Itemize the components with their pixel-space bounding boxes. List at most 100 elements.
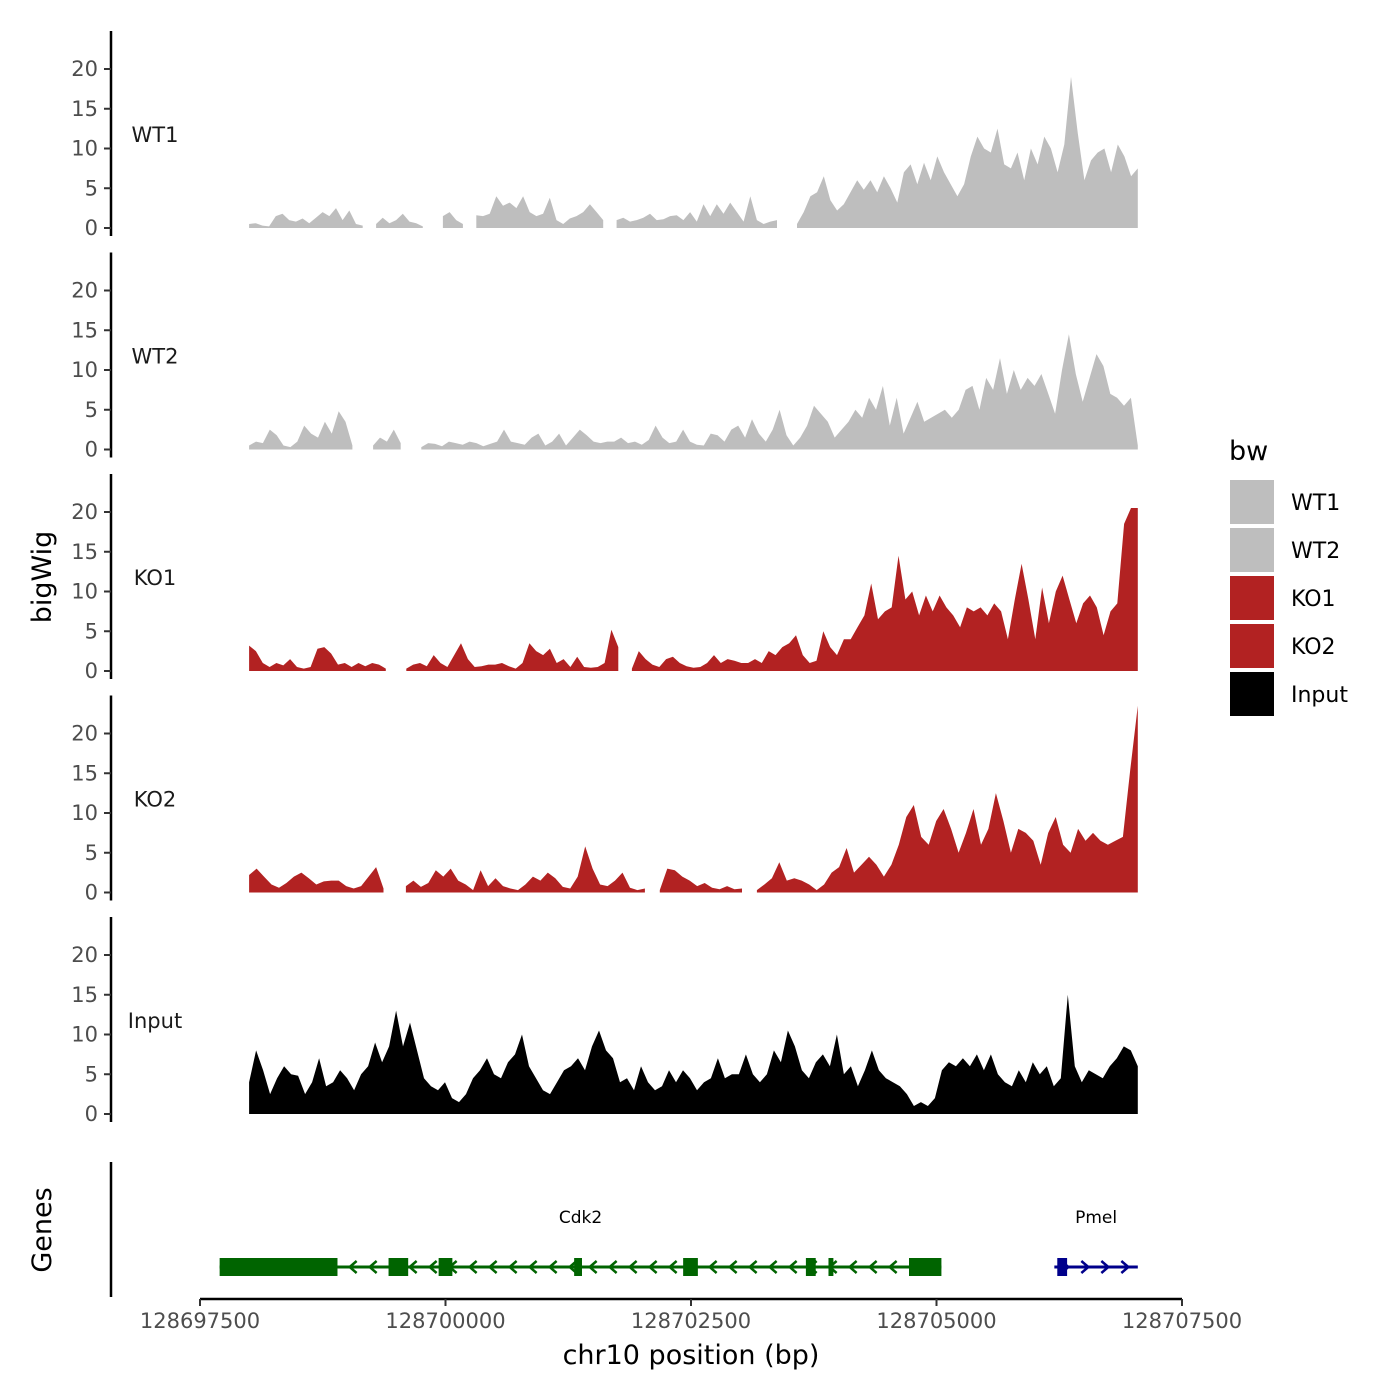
gene-exon [438, 1258, 453, 1276]
legend-key-ko1 [1230, 576, 1274, 620]
gene-exon [805, 1258, 816, 1276]
signal-area [631, 508, 1138, 671]
signal-area [249, 645, 386, 671]
legend-key-wt1 [1230, 480, 1274, 524]
signal-area [442, 212, 463, 228]
signal-tracks: 0 5 10 15 20 WT1 0 5 10 15 20 WT2 0 5 10 15 20 KO1 0 5 10 15 2… [71, 31, 1138, 1126]
gene-exon [219, 1258, 338, 1276]
track-wt2: 0 5 10 15 20 WT2 [71, 252, 1138, 462]
y-tick-label: 10 [71, 580, 98, 604]
track-input: 0 5 10 15 20 Input [71, 917, 1138, 1126]
strand-arrow [527, 1260, 538, 1274]
track-label-ko1: KO1 [134, 566, 177, 590]
strand-arrow [647, 1260, 658, 1274]
strand-arrow [547, 1260, 558, 1274]
signal-area [797, 76, 1138, 229]
x-tick-label: 128705000 [876, 1309, 996, 1333]
strand-arrow [1120, 1260, 1131, 1274]
track-label-wt2: WT2 [132, 345, 179, 369]
track-label-ko2: KO2 [134, 788, 177, 812]
signal-area [405, 846, 645, 893]
track-label-wt1: WT1 [132, 123, 179, 147]
strand-arrow [427, 1260, 438, 1274]
y-tick-label: 20 [71, 500, 98, 524]
x-axis-title: chr10 position (bp) [563, 1340, 820, 1371]
y-tick-label: 5 [85, 619, 98, 643]
strand-arrow [667, 1260, 678, 1274]
gene-exon [828, 1258, 834, 1276]
y-tick-label: 15 [71, 97, 98, 121]
y-tick-label: 5 [85, 1062, 98, 1086]
gene-cdk2: Cdk2 [219, 1208, 942, 1276]
strand-arrow [487, 1260, 498, 1274]
strand-arrow [887, 1260, 898, 1274]
y-tick-label: 0 [85, 216, 98, 240]
y-tick-label: 0 [85, 1102, 98, 1126]
strand-arrow [507, 1260, 518, 1274]
strand-arrow [747, 1260, 758, 1274]
y-tick-label: 15 [71, 983, 98, 1007]
legend: bw WT1 WT2 KO1 KO2 Input [1229, 436, 1348, 716]
y-tick-label: 20 [71, 57, 98, 81]
gene-label-cdk2: Cdk2 [559, 1208, 602, 1228]
y-tick-label: 10 [71, 137, 98, 161]
strand-arrow [407, 1260, 418, 1274]
gene-exon [909, 1258, 942, 1276]
gene-exon [683, 1258, 698, 1276]
signal-area [406, 629, 619, 671]
signal-area [476, 196, 604, 228]
strand-arrow [847, 1260, 858, 1274]
track-wt1: 0 5 10 15 20 WT1 [71, 31, 1138, 240]
y-tick-label: 0 [85, 881, 98, 905]
y-tick-label: 20 [71, 943, 98, 967]
strand-arrow [467, 1260, 478, 1274]
strand-arrow [727, 1260, 738, 1274]
signal-area [421, 334, 1138, 450]
y-tick-label: 20 [71, 722, 98, 746]
x-tick-label: 128700000 [385, 1309, 505, 1333]
legend-label-input: Input [1291, 683, 1348, 708]
gene-pmel: Pmel [1054, 1208, 1138, 1276]
legend-key-ko2 [1230, 624, 1274, 668]
y-tick-label: 5 [85, 841, 98, 865]
y-tick-label: 10 [71, 801, 98, 825]
gene-models: Cdk2 Pmel [219, 1208, 1138, 1276]
y-tick-label: 20 [71, 279, 98, 303]
strand-arrow [1080, 1260, 1091, 1274]
strand-arrow [347, 1260, 358, 1274]
gene-exon [574, 1258, 582, 1276]
legend-key-input [1230, 672, 1274, 716]
gene-exon [1057, 1258, 1068, 1276]
y-tick-label: 0 [85, 438, 98, 462]
legend-label-ko1: KO1 [1291, 587, 1336, 612]
legend-key-wt2 [1230, 528, 1274, 572]
gene-label-pmel: Pmel [1075, 1208, 1117, 1228]
strand-arrow [367, 1260, 378, 1274]
legend-title: bw [1229, 436, 1268, 467]
strand-arrow [707, 1260, 718, 1274]
legend-label-ko2: KO2 [1291, 635, 1336, 660]
y-tick-label: 10 [71, 1023, 98, 1047]
gene-track-title: Genes [27, 1187, 58, 1272]
y-tick-label: 5 [85, 176, 98, 200]
x-tick-label: 128702500 [631, 1309, 751, 1333]
signal-area [249, 867, 384, 893]
y-axis-title: bigWig [27, 531, 58, 624]
y-tick-label: 5 [85, 398, 98, 422]
gene-exon [388, 1258, 409, 1276]
y-tick-label: 15 [71, 761, 98, 785]
y-tick-label: 10 [71, 358, 98, 382]
x-axis: 128697500 128700000 128702500 128705000 1287… [140, 1297, 1242, 1333]
legend-label-wt1: WT1 [1291, 491, 1340, 516]
gene-panel: Genes Cdk2 Pmel [27, 1162, 1138, 1297]
strand-arrow [627, 1260, 638, 1274]
signal-area [616, 196, 777, 228]
track-ko1: 0 5 10 15 20 KO1 [71, 474, 1138, 683]
signal-area [249, 411, 353, 450]
signal-area [659, 868, 742, 893]
strand-arrow [1100, 1260, 1111, 1274]
x-tick-label: 128707500 [1122, 1309, 1242, 1333]
track-ko2: 0 5 10 15 20 KO2 [71, 695, 1138, 905]
signal-area [373, 429, 401, 450]
